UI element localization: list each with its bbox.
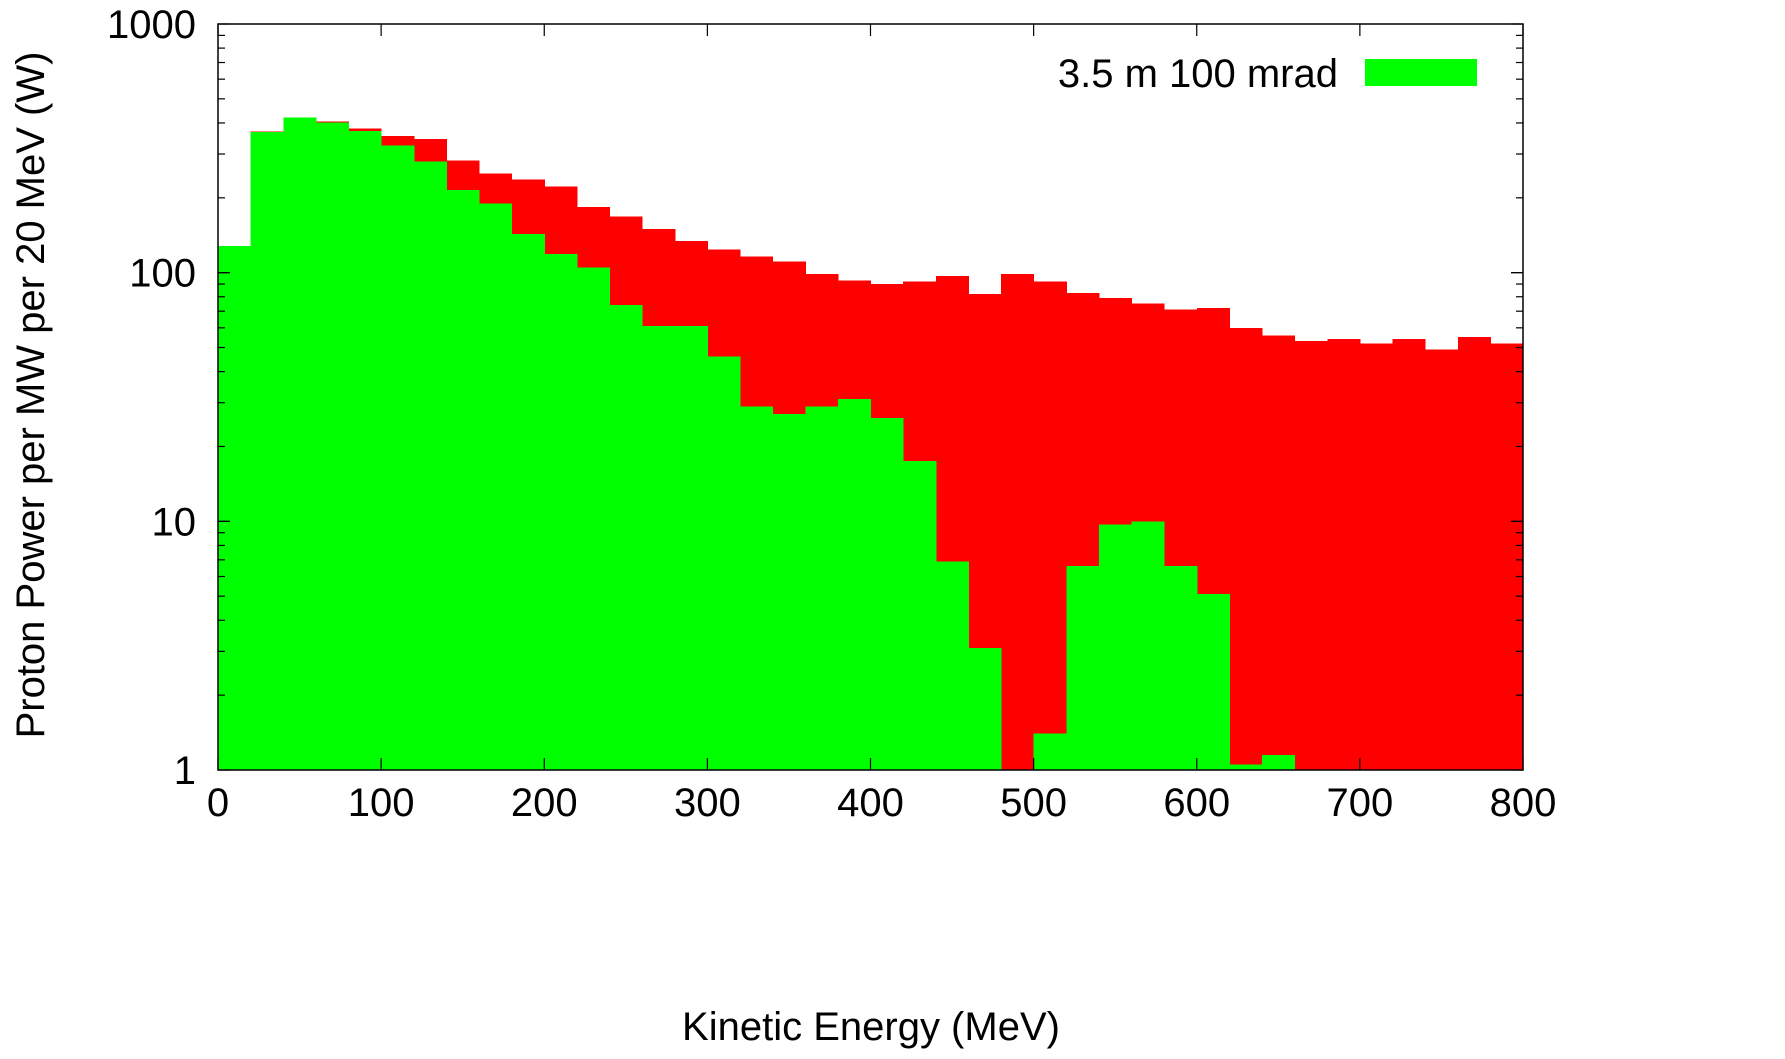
bar-series2 [1098,524,1133,770]
bar-series1 [1359,343,1394,770]
bar-series2 [218,246,252,770]
bar-series2 [413,161,447,770]
bar-series2 [1131,521,1165,770]
bar-series1 [1229,327,1263,770]
bar-series2 [903,460,937,770]
y-tick-label: 10 [152,500,197,544]
bar-series2 [511,234,545,770]
y-tick-labels: 1 10 100 1000 [107,3,196,793]
bar-series2 [1229,764,1263,770]
bar-series1 [1327,339,1361,770]
x-tick-label: 200 [511,781,578,825]
bar-series2 [772,414,806,770]
legend: 3.5 m 100 mrad [1058,52,1477,96]
legend-label: 3.5 m 100 mrad [1058,52,1338,96]
bar-series1 [1262,335,1296,770]
x-tick-label: 400 [837,781,904,825]
bar-series2 [1066,566,1100,770]
bar-series2 [870,418,904,770]
bars-layer [218,117,1524,771]
bar-series2 [544,253,578,770]
bar-series2 [250,131,284,771]
bar-series2 [315,122,350,771]
bar-series2 [642,326,676,770]
x-tick-label: 500 [1000,781,1067,825]
x-tick-labels: 0 100 200 300 400 500 600 700 800 [207,781,1557,825]
bar-series2 [479,203,513,770]
bar-series2 [576,267,611,770]
bar-series1 [1425,349,1459,770]
bar-series2 [283,117,317,770]
bar-series2 [674,326,708,770]
x-tick-label: 600 [1163,781,1230,825]
bar-series1 [1392,339,1426,770]
bar-series2 [609,305,643,770]
y-axis-label: Proton Power per MW per 20 MeV (W) [9,52,53,739]
bar-series2 [837,399,872,770]
bar-series2 [381,145,415,770]
bar-series2 [740,406,774,770]
bar-series1 [1457,337,1491,770]
plot-frame [217,23,1524,771]
y-tick-label: 1000 [107,3,196,47]
x-tick-label: 0 [207,781,229,825]
y-tick-label: 100 [129,252,196,296]
bar-series2 [935,561,969,770]
x-tick-label: 700 [1327,781,1394,825]
y-tick-label: 1 [174,749,196,793]
x-tick-label: 800 [1490,781,1557,825]
bar-series2 [1033,733,1067,770]
bar-series2 [1262,754,1296,770]
bar-series2 [805,406,839,770]
x-tick-label: 100 [348,781,415,825]
bar-series1 [1490,343,1524,770]
x-tick-label: 300 [674,781,741,825]
x-axis-label: Kinetic Energy (MeV) [682,1005,1060,1049]
bar-series2 [1196,594,1230,770]
bar-series2 [707,356,741,770]
bar-series2 [1164,566,1198,770]
bar-series2 [446,190,480,770]
bar-series1 [1294,341,1328,770]
bar-series1 [1033,281,1067,770]
bar-series1 [1001,273,1035,770]
bar-series2 [348,130,382,771]
legend-swatch [1365,59,1477,86]
bar-series2 [968,647,1002,770]
